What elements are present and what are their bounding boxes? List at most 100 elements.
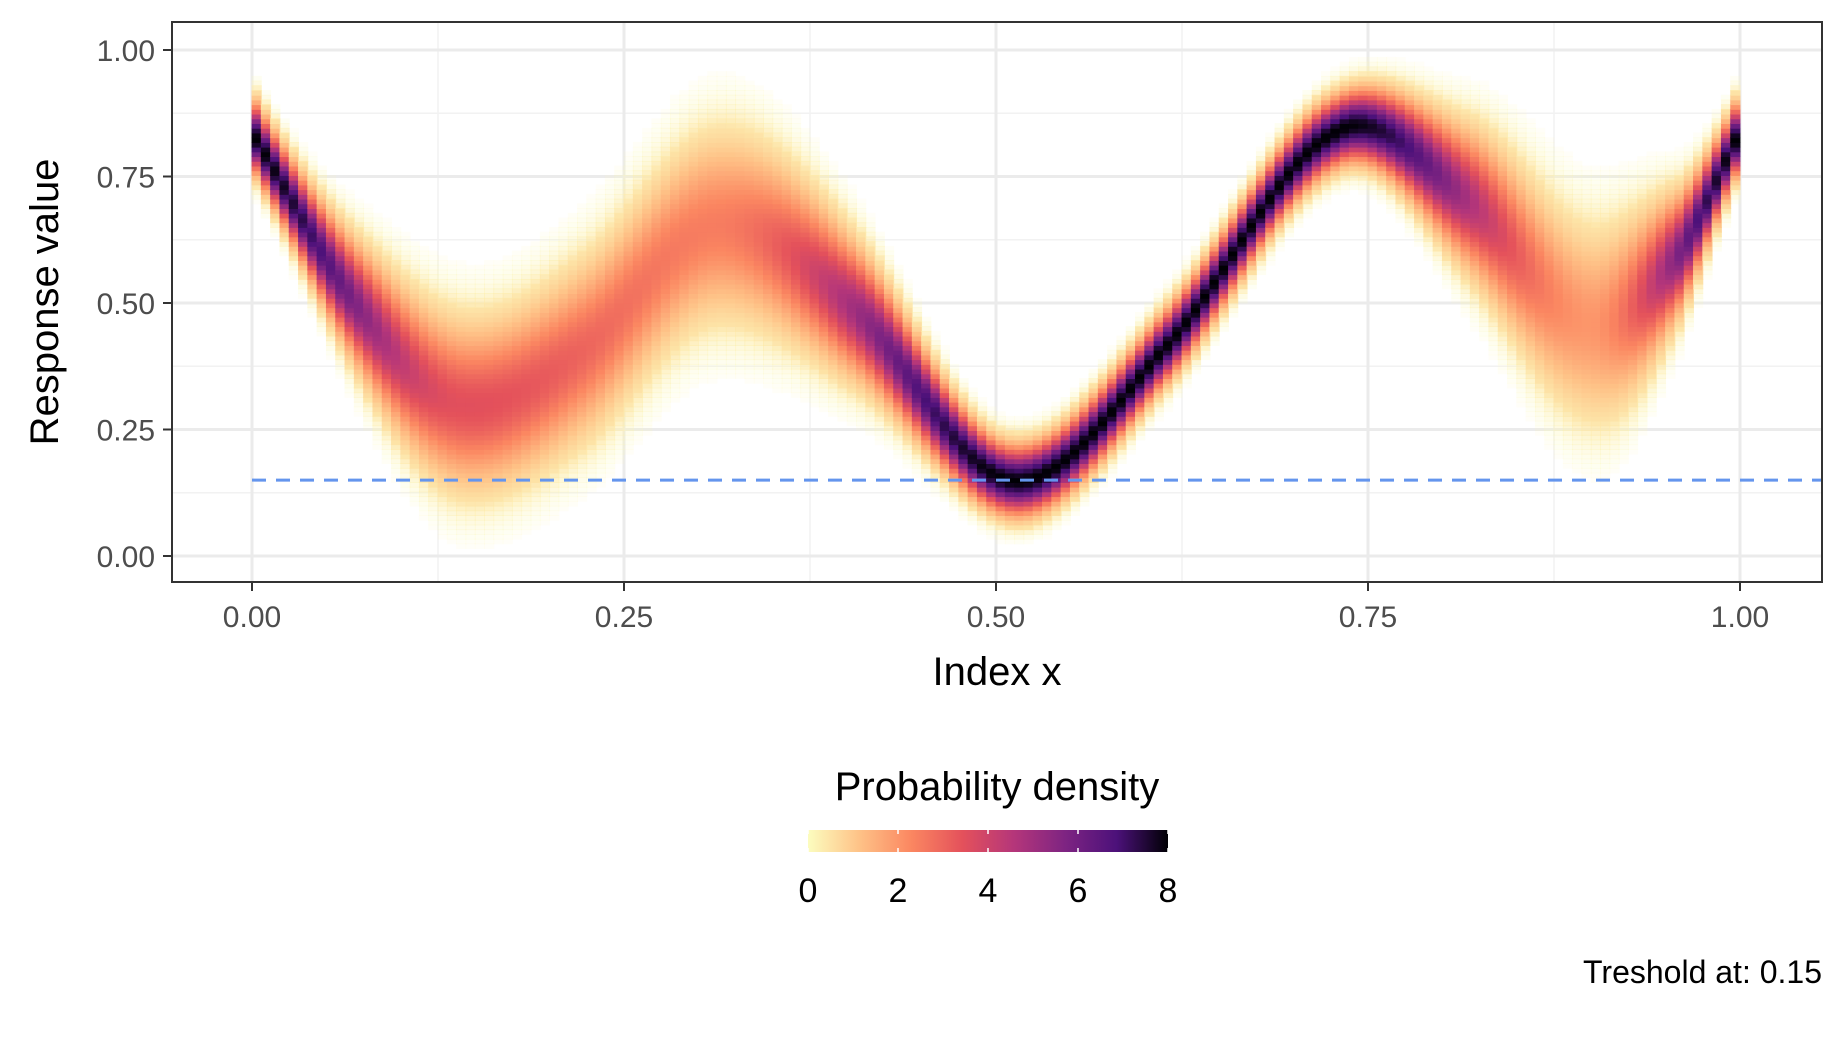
heat-cell	[372, 439, 383, 446]
heat-cell	[279, 118, 290, 124]
heat-cell	[623, 349, 634, 356]
heat-cell	[930, 448, 941, 455]
heat-cell	[270, 231, 281, 238]
heat-cell	[456, 538, 467, 545]
heat-cell	[446, 538, 458, 545]
heat-cell	[716, 330, 727, 337]
heat-cell	[418, 491, 430, 498]
heat-cell	[549, 510, 560, 516]
heat-cell	[1218, 226, 1229, 233]
heat-cell	[530, 255, 541, 261]
heat-cell	[502, 387, 513, 394]
heat-cell	[502, 326, 513, 332]
heat-cell	[707, 302, 718, 309]
heat-cell	[1125, 340, 1136, 346]
heat-cell	[381, 293, 392, 299]
heat-cell	[1125, 387, 1136, 394]
heat-cell	[298, 231, 309, 238]
heat-cell	[381, 283, 392, 290]
heat-cell	[818, 165, 830, 172]
heat-cell	[493, 538, 504, 545]
heat-cell	[781, 203, 792, 209]
heat-cell	[958, 448, 969, 455]
heat-cell	[790, 241, 802, 247]
heat-cell	[511, 382, 523, 389]
heat-cell	[474, 345, 485, 351]
heat-cell	[735, 170, 746, 176]
heat-cell	[753, 184, 764, 191]
heat-cell	[577, 382, 588, 389]
heat-cell	[725, 208, 737, 214]
heat-cell	[474, 519, 485, 526]
heat-cell	[456, 373, 467, 380]
heat-cell	[465, 382, 476, 389]
heat-cell	[1014, 482, 1025, 488]
heat-cell	[316, 302, 327, 309]
heat-cell	[632, 387, 644, 394]
heat-cell	[1004, 505, 1016, 512]
heat-cell	[670, 340, 681, 346]
heat-cell	[586, 241, 597, 247]
heat-cell	[251, 165, 262, 172]
heat-cell	[735, 283, 746, 290]
heat-cell	[1135, 387, 1146, 394]
heat-cell	[1088, 368, 1099, 375]
heat-cell	[604, 335, 616, 342]
heat-cell	[446, 378, 458, 384]
heat-cell	[753, 373, 764, 380]
heat-cell	[642, 326, 653, 332]
heat-cell	[530, 368, 541, 375]
heat-cell	[744, 184, 755, 191]
heat-cell	[1181, 269, 1192, 276]
heat-cell	[604, 368, 616, 375]
heat-cell	[372, 415, 383, 422]
heat-cell	[846, 278, 857, 285]
heat-cell	[790, 127, 802, 134]
heat-cell	[1135, 392, 1146, 398]
heat-cell	[474, 505, 485, 512]
heat-cell	[1060, 510, 1071, 516]
heat-cell	[828, 359, 839, 365]
heat-cell	[735, 236, 746, 243]
heat-cell	[856, 241, 867, 247]
heat-cell	[772, 274, 783, 280]
heat-cell	[939, 448, 950, 455]
heat-cell	[688, 198, 699, 205]
heat-cell	[409, 458, 420, 465]
heat-cell	[391, 241, 402, 247]
heat-cell	[697, 151, 709, 158]
heat-cell	[270, 141, 281, 148]
heat-cell	[511, 411, 523, 417]
heat-cell	[549, 250, 560, 257]
heat-cell	[1004, 453, 1016, 460]
heat-cell	[316, 269, 327, 276]
heat-cell	[1162, 283, 1174, 290]
heat-cell	[502, 463, 513, 469]
heat-cell	[437, 463, 448, 469]
heat-cell	[800, 269, 811, 276]
heat-cell	[1023, 533, 1034, 540]
heat-cell	[511, 434, 523, 441]
heat-cell	[790, 274, 802, 280]
heat-cell	[1014, 448, 1025, 455]
heat-cell	[651, 236, 662, 243]
heat-cell	[1255, 217, 1267, 224]
heat-cell	[1228, 274, 1239, 280]
heat-cell	[567, 453, 578, 460]
heat-cell	[558, 505, 569, 512]
heat-cell	[1255, 231, 1267, 238]
heat-cell	[651, 411, 662, 417]
heat-cell	[921, 458, 932, 465]
heat-cell	[1135, 430, 1146, 436]
heat-cell	[670, 203, 681, 209]
heat-cell	[921, 335, 932, 342]
heat-cell	[707, 335, 718, 342]
heat-cell	[465, 349, 476, 356]
heat-cell	[828, 236, 839, 243]
heat-cell	[679, 359, 690, 365]
heat-cell	[660, 156, 671, 162]
heat-cell	[763, 255, 774, 261]
heat-cell	[1042, 453, 1053, 460]
heat-cell	[893, 434, 904, 441]
heat-cell	[614, 392, 625, 398]
